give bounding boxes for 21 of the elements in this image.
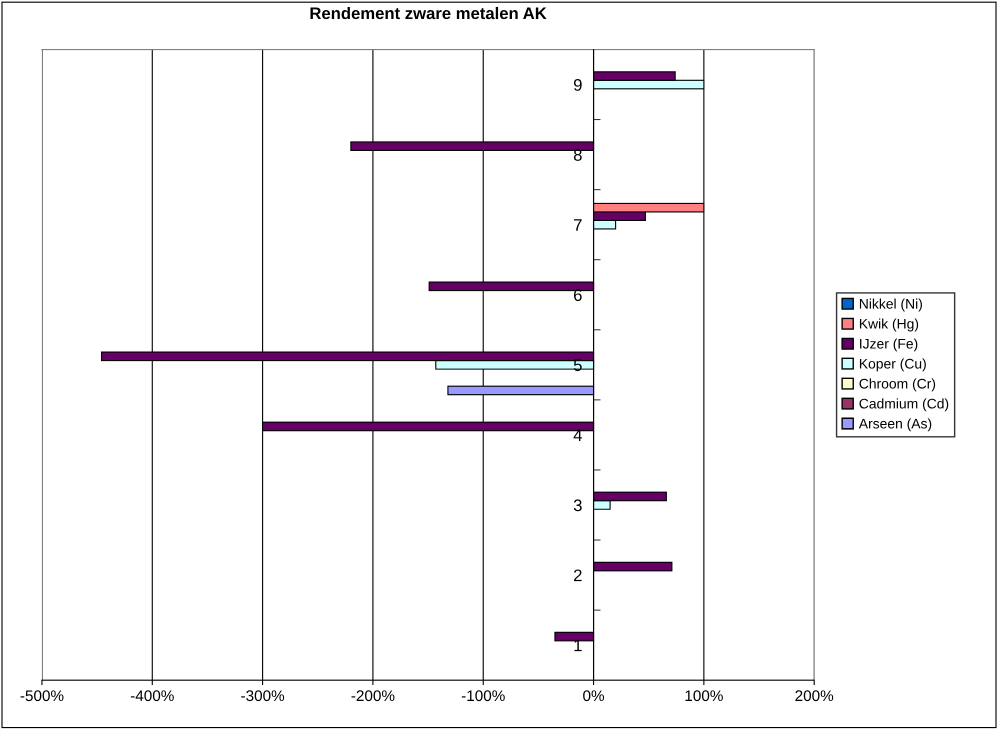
legend-label: Cadmium (Cd) [860,398,948,412]
x-tick-label: 0% [583,690,604,702]
x-tick-label: -300% [241,690,284,702]
chart-title: Rendement zware metalen AK [310,6,547,20]
y-tick-label: 4 [574,430,582,441]
y-tick-label: 3 [574,499,582,512]
legend-label: Chroom (Cr) [860,378,936,392]
x-tick-label: 200% [795,690,834,702]
y-tick-label: 7 [574,219,582,231]
y-tick-label: 9 [574,79,582,91]
x-tick-label: -500% [20,690,64,702]
x-tick-label: -100% [462,690,505,702]
legend-label: Kwik (Hg) [860,318,918,332]
legend-label: Nikkel (Ni) [860,298,922,312]
x-tick-label: 100% [685,690,723,702]
legend-label: Koper (Cu) [860,358,926,372]
legend-label: Arseen (As) [858,418,932,432]
y-tick-label: 2 [574,569,582,582]
x-tick-label: -400% [130,690,174,702]
x-tick-label: -200% [352,690,394,702]
legend-label: IJzer (Fe) [860,338,918,352]
